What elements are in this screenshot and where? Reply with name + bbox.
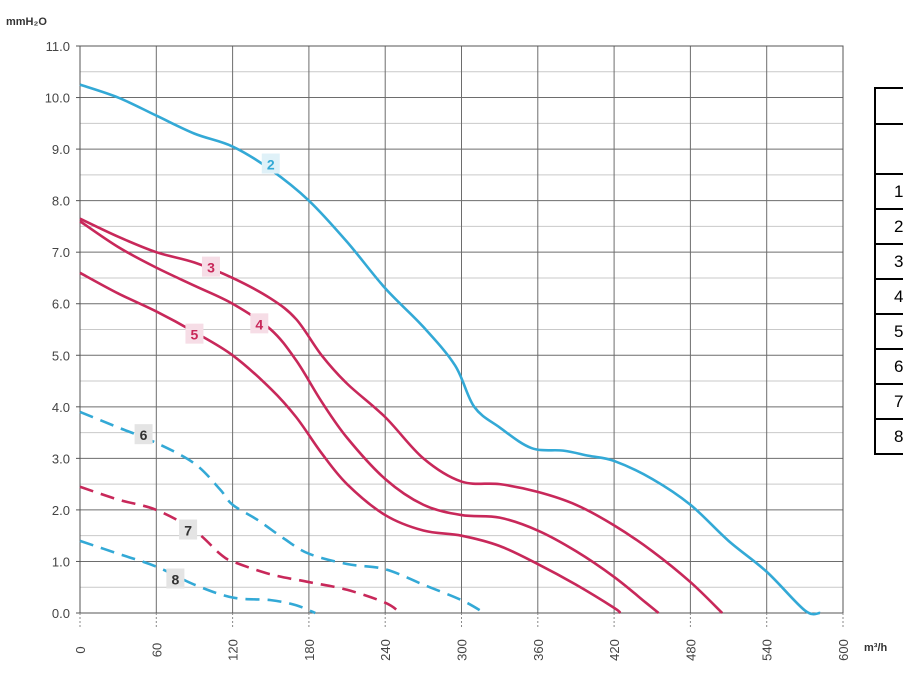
x-tick-label: 420 xyxy=(607,639,622,661)
table-row: 6 xyxy=(873,348,903,385)
curve-label-badge xyxy=(261,153,280,174)
y-tick-label: 10.0 xyxy=(45,91,70,106)
x-tick-label: 180 xyxy=(302,639,317,661)
curve-5 xyxy=(79,271,622,615)
table-cell: 2 xyxy=(873,208,903,245)
curve-label-badge xyxy=(179,519,198,540)
table-cell: 7 xyxy=(873,383,903,420)
y-tick-label: 0.0 xyxy=(52,606,70,621)
x-tick-label: 540 xyxy=(760,639,775,661)
curve-label: 2 xyxy=(267,157,275,173)
table-cell: 5 xyxy=(873,313,903,350)
y-tick-label: 4.0 xyxy=(52,400,70,415)
table-row: 8 xyxy=(873,418,903,455)
curve-4 xyxy=(79,220,660,615)
table-row: 2 xyxy=(873,208,903,245)
y-axis-unit-label: mmH₂O xyxy=(6,16,47,28)
table-cell: 3 xyxy=(873,243,903,280)
legend-table: 1 2 3 4 5 6 7 8 xyxy=(873,87,903,455)
x-tick-label: 600 xyxy=(836,639,851,661)
table-row: 7 xyxy=(873,383,903,420)
y-tick-label: 2.0 xyxy=(52,503,70,518)
x-tick-label: 0 xyxy=(73,646,88,653)
curve-8 xyxy=(79,539,316,615)
curve-6 xyxy=(79,410,486,615)
y-tick-label: 5.0 xyxy=(52,348,70,363)
curve-label: 6 xyxy=(140,427,148,443)
table-header-cell xyxy=(873,87,903,125)
curve-label: 5 xyxy=(191,327,199,343)
curve-label: 8 xyxy=(171,571,179,587)
x-tick-label: 60 xyxy=(149,643,164,657)
y-tick-label: 8.0 xyxy=(52,194,70,209)
table-subheader-row xyxy=(873,123,903,175)
x-tick-label: 480 xyxy=(683,639,698,661)
table-cell: 4 xyxy=(873,278,903,315)
y-tick-label: 1.0 xyxy=(52,554,70,569)
curve-3 xyxy=(79,217,724,614)
y-tick-label: 7.0 xyxy=(52,245,70,260)
x-tick-label: 300 xyxy=(455,639,470,661)
table-subheader-cell xyxy=(873,123,903,175)
curve-label-badge xyxy=(166,568,185,589)
table-row: 3 xyxy=(873,243,903,280)
curve-label-badge xyxy=(134,424,153,445)
y-tick-label: 11.0 xyxy=(46,39,70,54)
curve-label-badge xyxy=(250,313,269,334)
curve-7 xyxy=(79,485,402,615)
y-tick-label: 6.0 xyxy=(52,297,70,312)
table-row: 4 xyxy=(873,278,903,315)
table-cell: 6 xyxy=(873,348,903,385)
curve-label-badge xyxy=(185,323,204,344)
x-axis-unit-label: m³/h xyxy=(864,642,888,654)
x-tick-label: 240 xyxy=(378,639,393,661)
curve-label: 4 xyxy=(255,316,263,332)
table-row: 1 xyxy=(873,173,903,210)
table-cell: 8 xyxy=(873,418,903,455)
x-tick-label: 120 xyxy=(226,639,241,661)
curve-label: 3 xyxy=(207,260,215,276)
y-tick-label: 3.0 xyxy=(52,451,70,466)
curve-2 xyxy=(79,83,821,616)
table-header-row xyxy=(873,87,903,125)
table-cell: 1 xyxy=(873,173,903,210)
curve-label-badge xyxy=(201,256,220,277)
y-tick-label: 9.0 xyxy=(52,142,70,157)
table-row: 5 xyxy=(873,313,903,350)
x-tick-label: 360 xyxy=(531,639,546,661)
curve-label: 7 xyxy=(184,523,192,539)
